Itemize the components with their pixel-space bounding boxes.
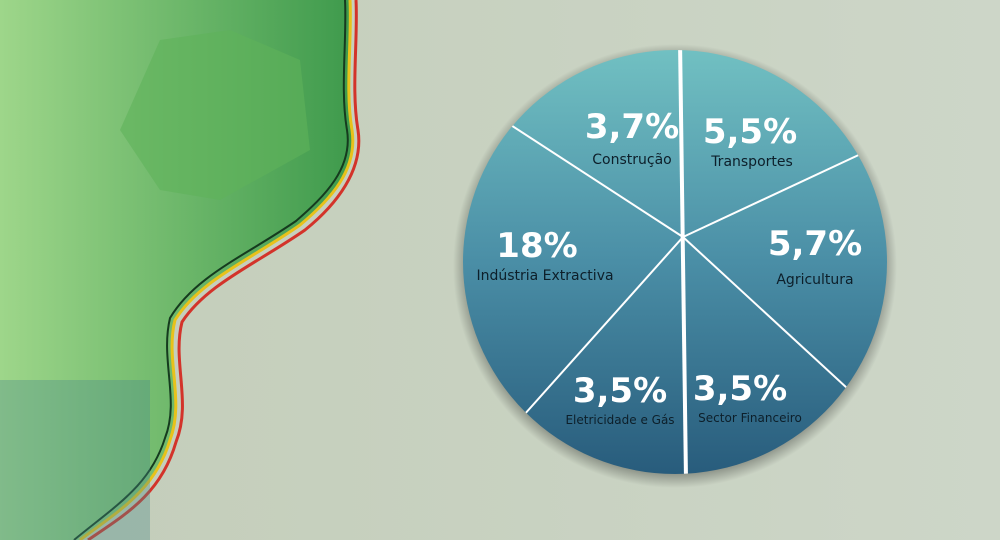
segment-name: Agricultura <box>776 272 853 288</box>
divider <box>514 236 684 426</box>
segment-name: Eletricidade e Gás <box>565 413 674 427</box>
pie <box>463 50 887 474</box>
divider <box>682 236 861 401</box>
segment-value: 5,5% <box>703 112 797 152</box>
divider <box>499 117 684 238</box>
border-dark <box>73 0 349 540</box>
map-overlay <box>0 380 150 540</box>
segment-value: 3,7% <box>585 107 679 147</box>
segment-name: Transportes <box>710 154 793 170</box>
segment-value: 5,7% <box>768 224 862 264</box>
segment-value: 18% <box>496 226 577 266</box>
border-red <box>87 0 361 540</box>
divider <box>682 144 881 238</box>
divider <box>678 50 688 474</box>
segment-name: Indústria Extractiva <box>476 268 613 284</box>
segment-value: 3,5% <box>573 371 667 411</box>
segment-name: Construção <box>592 152 671 168</box>
segment-value: 3,5% <box>693 369 787 409</box>
segment-name: Sector Financeiro <box>698 411 802 425</box>
border-yellow <box>79 0 355 540</box>
map-detail <box>120 30 310 200</box>
dividers <box>499 50 881 474</box>
